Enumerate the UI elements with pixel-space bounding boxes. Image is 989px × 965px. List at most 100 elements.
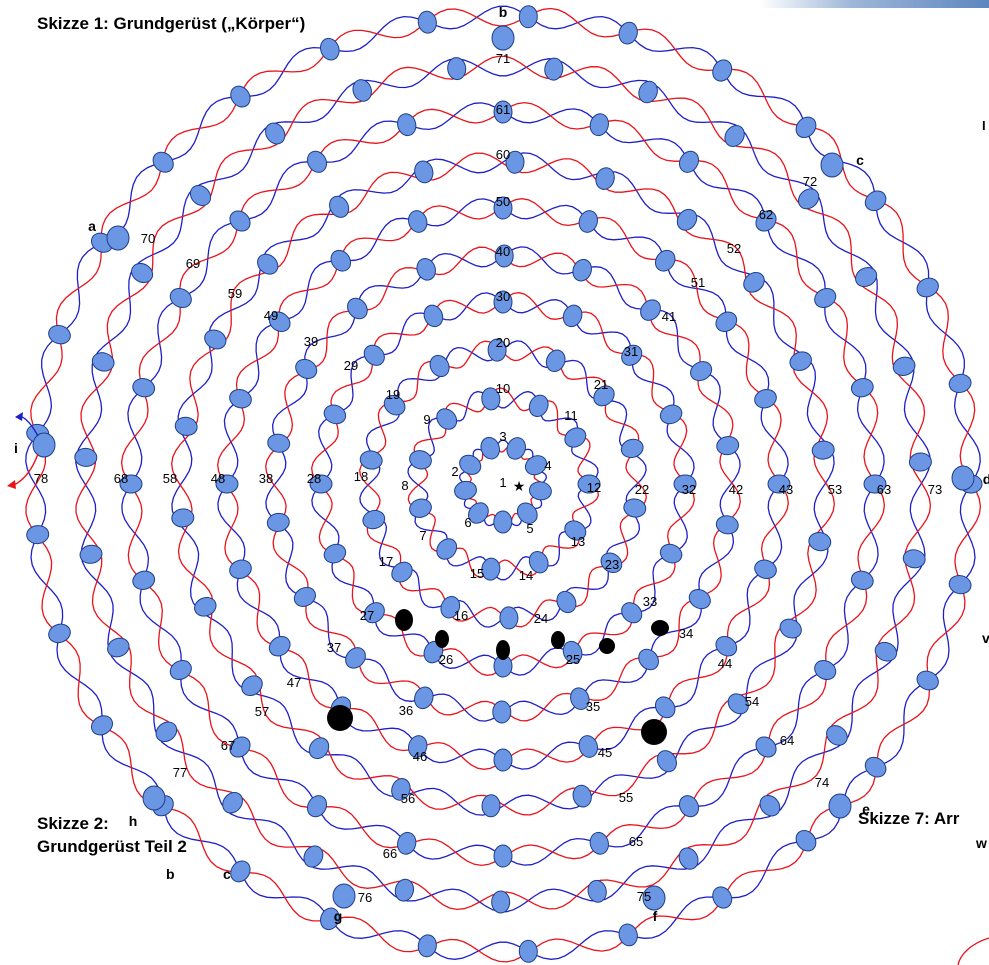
bead — [414, 160, 434, 184]
stray-letter-w: w — [976, 835, 987, 851]
bead — [659, 543, 683, 564]
bead — [241, 675, 263, 697]
node-number: 43 — [779, 482, 793, 497]
bead — [545, 349, 566, 373]
bead — [620, 438, 644, 459]
bead — [811, 440, 835, 460]
corner-bead — [32, 432, 56, 458]
node-number: 72 — [803, 174, 817, 189]
node-number: 24 — [534, 611, 548, 626]
corner-label-g: g — [334, 908, 343, 924]
bead — [363, 344, 385, 366]
bead — [688, 589, 711, 610]
bead — [323, 404, 347, 425]
node-number: 57 — [255, 704, 269, 719]
bead — [229, 388, 252, 409]
bead — [814, 287, 837, 309]
node-number: 4 — [544, 458, 551, 473]
node-number: 29 — [344, 358, 358, 373]
bead — [570, 687, 590, 710]
bead — [916, 277, 939, 298]
bead — [724, 125, 745, 147]
node-number: 44 — [718, 656, 732, 671]
bead — [528, 551, 549, 574]
bead — [436, 538, 458, 560]
black-bead-large — [327, 705, 353, 731]
node-number: 59 — [228, 286, 242, 301]
red-strand-ring-2 — [407, 387, 599, 578]
bead — [506, 437, 526, 460]
node-number: 10 — [496, 381, 510, 396]
bead — [673, 474, 697, 494]
red-strand-ring-5 — [265, 246, 741, 722]
bead — [618, 923, 638, 947]
bead — [826, 725, 848, 746]
corner-bead — [828, 793, 852, 819]
bead — [814, 659, 837, 681]
bead — [690, 361, 713, 382]
bead — [754, 559, 777, 580]
node-number: 63 — [877, 482, 891, 497]
bead — [595, 167, 615, 190]
bead — [948, 574, 972, 595]
node-number: 55 — [619, 790, 633, 805]
bead — [267, 433, 291, 453]
bead — [468, 502, 489, 524]
bead — [516, 502, 538, 524]
bead — [155, 721, 178, 743]
bead — [454, 480, 477, 500]
bead — [589, 113, 609, 137]
bead — [222, 791, 243, 814]
node-number: 12 — [587, 480, 601, 495]
bead — [107, 637, 130, 658]
bead — [391, 778, 411, 801]
corner-label-h: h — [129, 813, 138, 829]
bead — [481, 794, 501, 818]
bead — [638, 648, 659, 671]
blue-strand-ring-9 — [75, 58, 931, 913]
bead — [892, 356, 916, 376]
bead — [621, 344, 643, 366]
node-number: 65 — [629, 834, 643, 849]
bead — [131, 262, 154, 284]
bead — [795, 829, 817, 852]
bead — [440, 595, 461, 619]
bead — [499, 606, 519, 630]
bead — [505, 150, 525, 174]
node-number: 58 — [163, 471, 177, 486]
bead — [352, 79, 372, 102]
bead — [416, 258, 436, 281]
stray-letter-v: v — [982, 630, 989, 646]
node-number: 74 — [815, 775, 829, 790]
bead — [492, 700, 512, 724]
blue-strand-ring-10 — [25, 5, 981, 960]
bead — [715, 635, 738, 657]
partial-red-strand — [957, 937, 989, 965]
bead — [293, 586, 316, 607]
node-number: 27 — [360, 608, 374, 623]
bead — [587, 879, 607, 903]
bead — [26, 525, 50, 545]
bead — [409, 498, 432, 518]
node-number: 48 — [211, 471, 225, 486]
bead — [524, 455, 548, 476]
bead — [74, 447, 98, 467]
sketch-2-letter-c: c — [223, 866, 231, 882]
stray-letter-i: I — [982, 118, 986, 133]
node-number: 66 — [383, 846, 397, 861]
bead — [600, 552, 623, 574]
corner-bead — [106, 225, 130, 251]
node-number: 35 — [586, 699, 600, 714]
node-number: 42 — [729, 482, 743, 497]
bead — [564, 427, 587, 448]
bead — [850, 570, 874, 590]
black-bead — [496, 640, 510, 660]
node-number: 68 — [114, 471, 128, 486]
node-number: 77 — [173, 765, 187, 780]
bead — [795, 116, 817, 139]
bead — [779, 618, 802, 639]
bead — [864, 190, 887, 212]
blue-strand-ring-2 — [407, 390, 599, 581]
bead — [593, 385, 615, 407]
bead — [407, 210, 428, 233]
